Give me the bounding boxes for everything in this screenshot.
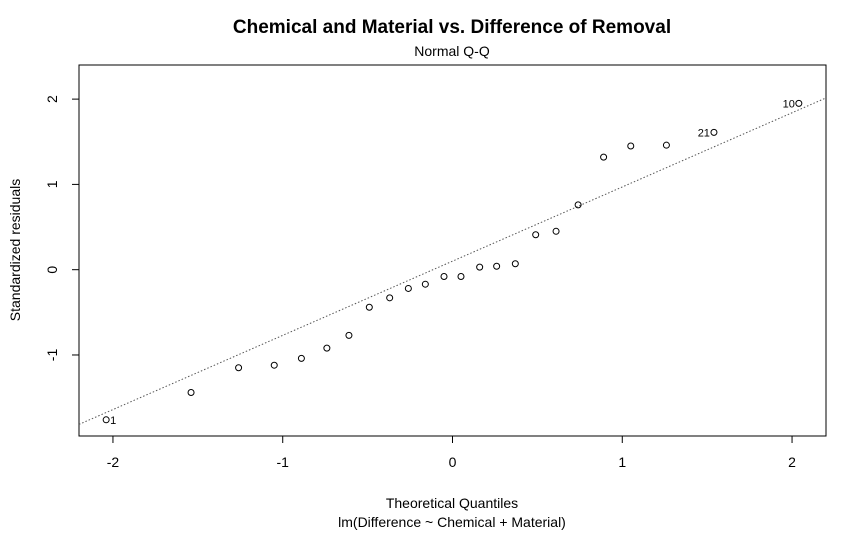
y-tick-label: 0: [44, 266, 60, 274]
points-layer: 1 21 10: [102, 98, 803, 427]
data-point: [421, 280, 429, 288]
chart-title: Chemical and Material vs. Difference of …: [233, 17, 671, 38]
y-tick-label: 2: [44, 95, 60, 103]
data-point: [552, 227, 560, 235]
data-point: [662, 141, 670, 149]
x-tick-label: 0: [449, 454, 457, 470]
data-point: [574, 201, 582, 209]
point-label: 10: [783, 98, 795, 110]
data-point: [600, 153, 608, 161]
x-tick-label: 1: [618, 454, 626, 470]
y-tick-label: -1: [44, 349, 60, 362]
x-axis: -2 -1 0 1 2: [107, 436, 796, 470]
data-point: [457, 273, 465, 281]
data-point: [404, 284, 412, 292]
data-point: [187, 389, 195, 397]
y-tick-label: 1: [44, 180, 60, 188]
plot-frame: [78, 64, 827, 437]
point-label: 21: [698, 127, 710, 139]
data-point: [627, 142, 635, 150]
data-point: [345, 331, 353, 339]
x-axis-caption: lm(Difference ~ Chemical + Material): [338, 514, 566, 530]
data-point: [476, 263, 484, 271]
y-axis-label: Standardized residuals: [7, 179, 23, 321]
data-point: [386, 294, 394, 302]
data-point: [532, 231, 540, 239]
data-point: [493, 262, 501, 270]
data-point: [511, 260, 519, 268]
x-tick-label: -2: [107, 454, 120, 470]
data-point: [795, 99, 803, 107]
data-point: [270, 361, 278, 369]
data-point: [235, 364, 243, 372]
reference-line: [78, 97, 827, 425]
data-point: [323, 344, 331, 352]
data-point: [297, 354, 305, 362]
data-point: [365, 303, 373, 311]
x-tick-label: -1: [277, 454, 290, 470]
x-axis-label: Theoretical Quantiles: [386, 495, 518, 511]
chart-subtitle: Normal Q-Q: [414, 43, 490, 59]
data-point: [710, 128, 718, 136]
data-point: [440, 273, 448, 281]
x-tick-label: 2: [788, 454, 796, 470]
data-point: [102, 416, 110, 424]
point-label: 1: [110, 415, 116, 427]
y-axis: -1 0 1 2: [44, 95, 79, 361]
